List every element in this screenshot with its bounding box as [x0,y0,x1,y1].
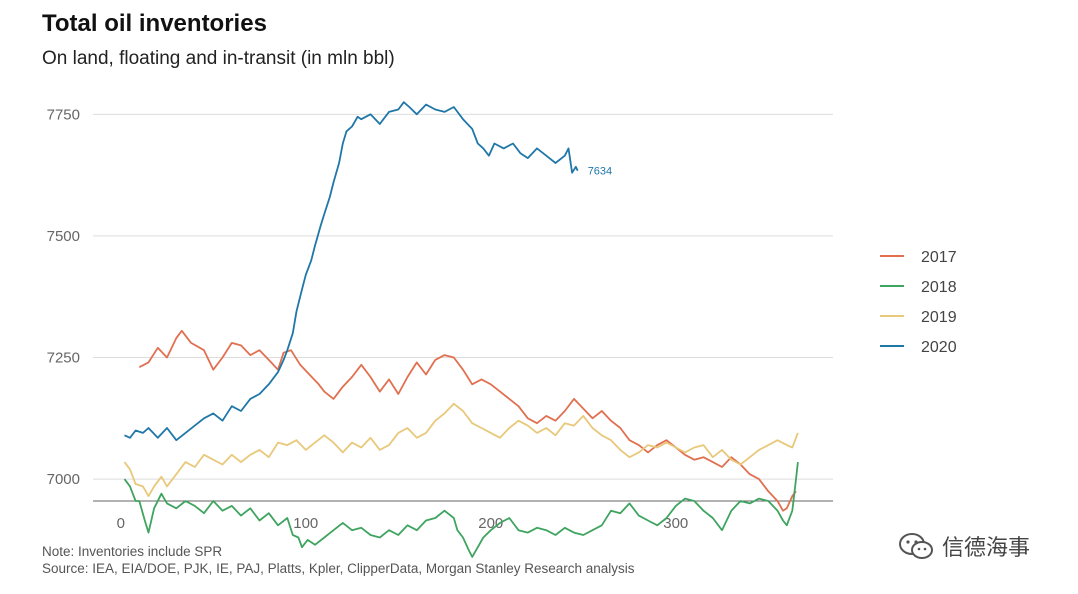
legend-label-2018: 2018 [921,279,957,296]
legend-label-2020: 2020 [921,339,957,356]
watermark: 信德海事 [898,530,1030,562]
legend-label-2017: 2017 [921,249,957,266]
y-tick-label-7500: 7500 [47,228,80,245]
y-tick-label-7750: 7750 [47,106,80,123]
y-tick-label-7250: 7250 [47,350,80,367]
series-line-2018 [123,462,799,558]
x-tick-label-300: 300 [663,515,688,532]
wechat-icon [899,533,933,559]
chart-subtitle: On land, floating and in-transit (in mln… [42,48,395,69]
series-line-2019 [123,402,799,497]
x-tick-label-100: 100 [293,515,318,532]
y-tick-label-7000: 7000 [47,471,80,488]
series-line-2020 [124,101,579,442]
legend-label-2019: 2019 [921,309,957,326]
x-tick-label-0: 0 [117,515,125,532]
chart-note: Note: Inventories include SPR [42,544,223,559]
chart-source: Source: IEA, EIA/DOE, PJK, IE, PAJ, Plat… [42,561,635,576]
end-value-label: 7634 [588,166,612,178]
series-line-2017 [138,329,797,512]
watermark-text: 信德海事 [942,536,1031,561]
chart-title: Total oil inventories [42,10,267,37]
x-tick-label-200: 200 [478,515,503,532]
